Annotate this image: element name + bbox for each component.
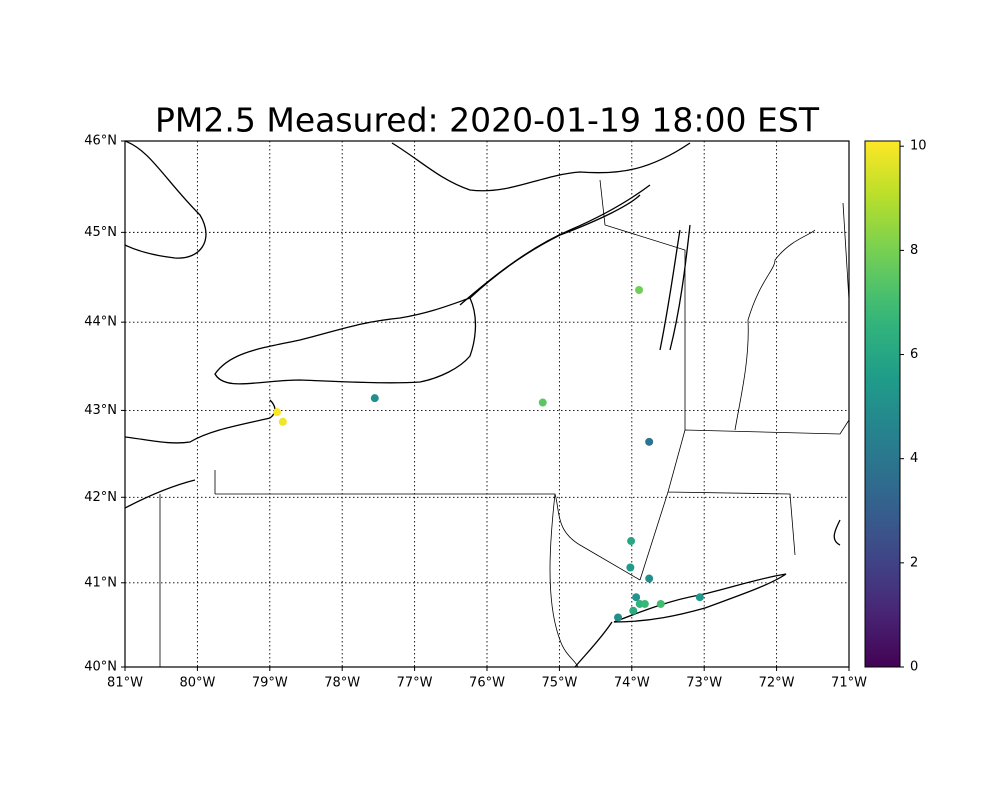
colorbar-tick-label: 0 bbox=[910, 660, 918, 675]
station-point bbox=[614, 613, 623, 622]
colorbar-tick-label: 8 bbox=[910, 243, 918, 258]
y-tick-label: 46°N bbox=[84, 134, 117, 149]
y-tick-label: 41°N bbox=[84, 575, 117, 590]
station-point bbox=[626, 563, 635, 572]
station-point bbox=[278, 417, 287, 426]
station-point bbox=[645, 437, 654, 446]
y-tick-label: 45°N bbox=[84, 225, 117, 240]
y-tick-label: 40°N bbox=[84, 660, 117, 675]
colorbar-tick-label: 10 bbox=[910, 139, 927, 154]
x-tick-label: 77°W bbox=[397, 676, 433, 691]
x-tick-label: 81°W bbox=[107, 676, 143, 691]
plot-frame bbox=[124, 140, 850, 668]
y-tick-label: 43°N bbox=[84, 403, 117, 418]
station-point bbox=[370, 394, 379, 403]
station-point bbox=[640, 599, 649, 608]
x-tick-label: 72°W bbox=[759, 676, 795, 691]
station-point bbox=[273, 408, 282, 417]
station-point bbox=[627, 537, 636, 546]
x-tick-label: 76°W bbox=[469, 676, 505, 691]
station-point bbox=[635, 286, 644, 295]
y-tick-label: 42°N bbox=[84, 490, 117, 505]
x-tick-label: 74°W bbox=[614, 676, 650, 691]
x-tick-label: 80°W bbox=[179, 676, 215, 691]
colorbar-tick-label: 6 bbox=[910, 347, 918, 362]
station-point bbox=[632, 593, 641, 602]
station-point bbox=[656, 599, 665, 608]
x-tick-label: 73°W bbox=[686, 676, 722, 691]
colorbar-tick-label: 4 bbox=[910, 451, 918, 466]
station-point bbox=[695, 593, 704, 602]
chart-title: PM2.5 Measured: 2020-01-19 18:00 EST bbox=[155, 101, 820, 140]
x-tick-label: 78°W bbox=[324, 676, 360, 691]
x-tick-label: 79°W bbox=[252, 676, 288, 691]
x-tick-label: 75°W bbox=[541, 676, 577, 691]
station-point bbox=[645, 574, 654, 583]
x-tick-label: 71°W bbox=[831, 676, 867, 691]
station-point bbox=[629, 606, 638, 615]
station-point bbox=[538, 398, 547, 407]
colorbar-tick-label: 2 bbox=[910, 555, 918, 570]
plot-area bbox=[124, 140, 850, 668]
basemap bbox=[124, 140, 850, 668]
colorbar bbox=[864, 140, 901, 668]
y-tick-label: 44°N bbox=[84, 315, 117, 330]
